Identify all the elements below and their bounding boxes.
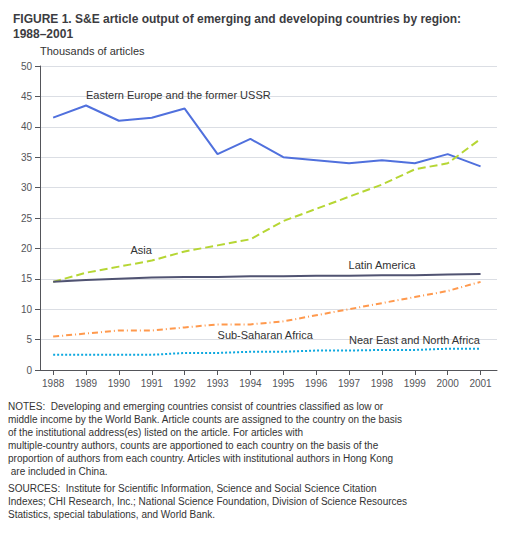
svg-text:1995: 1995 bbox=[272, 378, 295, 389]
svg-text:1994: 1994 bbox=[239, 378, 262, 389]
svg-text:1993: 1993 bbox=[206, 378, 229, 389]
svg-text:middle income by the World Ban: middle income by the World Bank. Article… bbox=[8, 414, 405, 425]
svg-text:1988–2001: 1988–2001 bbox=[13, 27, 73, 41]
svg-text:Latin America: Latin America bbox=[349, 259, 417, 271]
svg-text:1989: 1989 bbox=[75, 378, 98, 389]
svg-text:1998: 1998 bbox=[371, 378, 394, 389]
svg-text:Asia: Asia bbox=[130, 244, 152, 256]
svg-text:Indexes; CHI Research, Inc.; N: Indexes; CHI Research, Inc.; National Sc… bbox=[8, 496, 410, 507]
svg-text:1991: 1991 bbox=[141, 378, 164, 389]
svg-text:1990: 1990 bbox=[108, 378, 131, 389]
svg-text:SOURCES: Institute for Scient: SOURCES: Institute for Scientific Inform… bbox=[8, 483, 379, 494]
svg-text:1992: 1992 bbox=[174, 378, 197, 389]
svg-text:5: 5 bbox=[26, 334, 32, 345]
svg-text:of the institutional address(e: of the institutional address(es) listed … bbox=[8, 427, 306, 438]
svg-text:25: 25 bbox=[21, 213, 33, 224]
svg-text:35: 35 bbox=[21, 152, 33, 163]
svg-text:multiple-country authors, coun: multiple-country authors, counts are app… bbox=[8, 440, 381, 451]
svg-text:1999: 1999 bbox=[404, 378, 427, 389]
svg-text:1988: 1988 bbox=[42, 378, 65, 389]
svg-text:Sub-Saharan Africa: Sub-Saharan Africa bbox=[218, 329, 314, 341]
svg-text:40: 40 bbox=[21, 121, 33, 132]
svg-text:2000: 2000 bbox=[437, 378, 460, 389]
svg-text:proportion of authors from eac: proportion of authors from each country.… bbox=[8, 453, 393, 464]
svg-text:15: 15 bbox=[21, 273, 33, 284]
svg-text:2001: 2001 bbox=[469, 378, 492, 389]
svg-text:Thousands of articles: Thousands of articles bbox=[40, 45, 145, 57]
svg-text:1996: 1996 bbox=[305, 378, 328, 389]
svg-text:1997: 1997 bbox=[338, 378, 361, 389]
svg-text:Eastern Europe and the former: Eastern Europe and the former USSR bbox=[86, 89, 271, 101]
svg-text:Near East and North Africa: Near East and North Africa bbox=[349, 334, 481, 346]
svg-text:NOTES: Developing and emergin: NOTES: Developing and emerging countries… bbox=[8, 401, 386, 412]
svg-text:50: 50 bbox=[21, 61, 33, 72]
svg-text:30: 30 bbox=[21, 182, 33, 193]
svg-text:20: 20 bbox=[21, 243, 33, 254]
svg-text:FIGURE 1. S&E article output o: FIGURE 1. S&E article output of emerging… bbox=[13, 12, 468, 26]
svg-text:0: 0 bbox=[26, 365, 32, 376]
svg-text:are included in China.: are included in China. bbox=[8, 466, 108, 477]
svg-text:10: 10 bbox=[21, 304, 33, 315]
svg-text:45: 45 bbox=[21, 91, 33, 102]
svg-text:Statistics, special tabulation: Statistics, special tabulations, and Wor… bbox=[8, 509, 215, 520]
